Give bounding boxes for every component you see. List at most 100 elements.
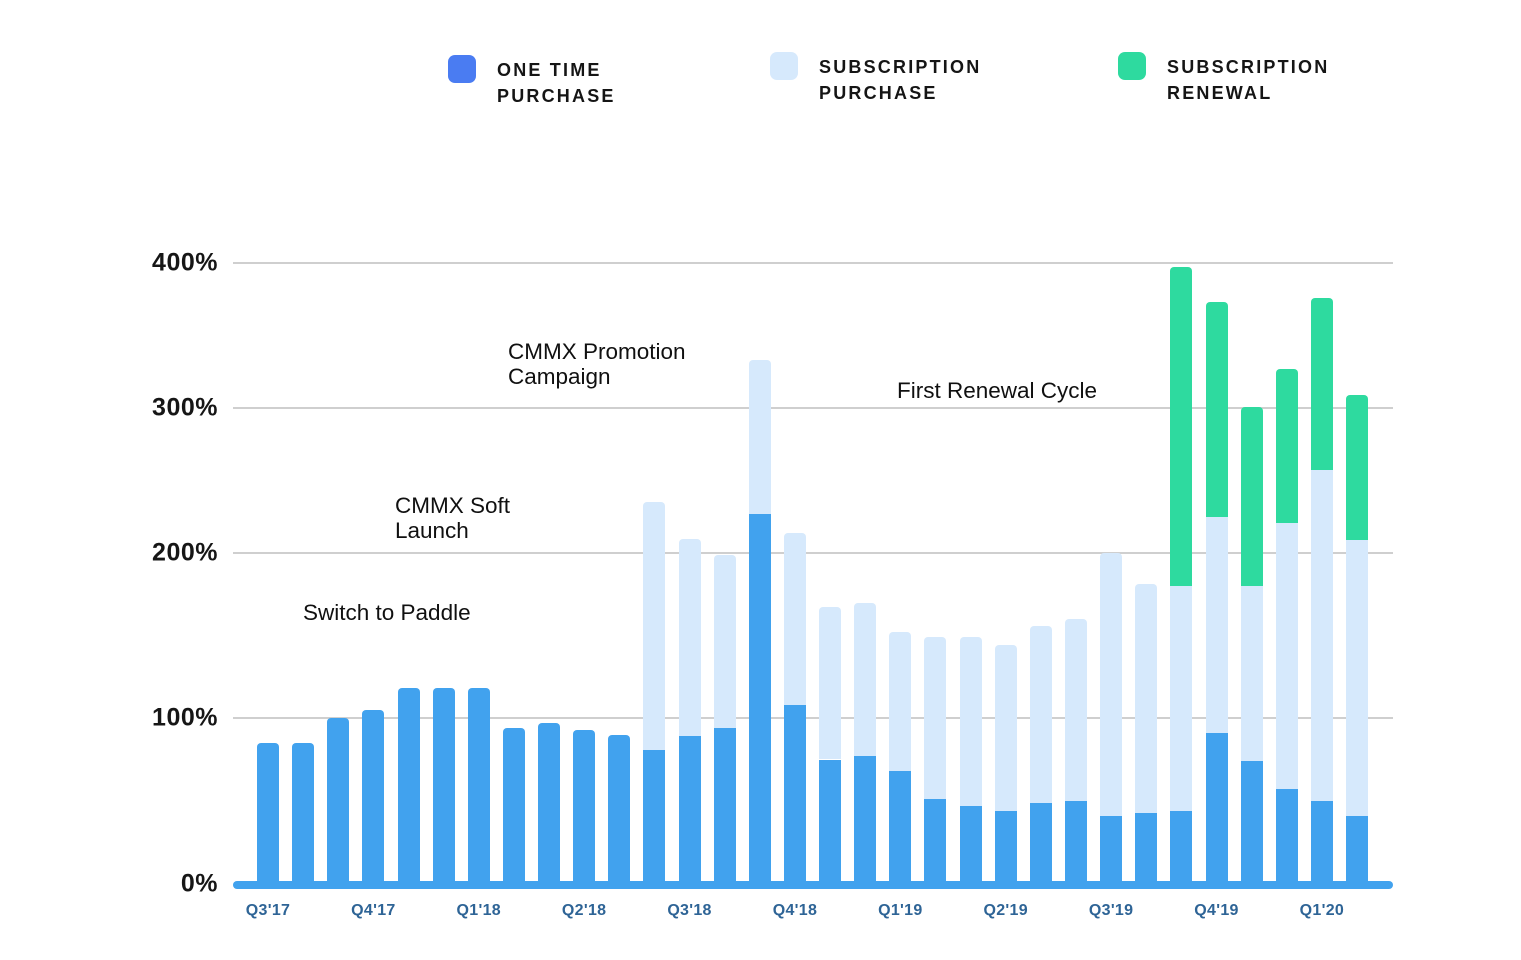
bar-segment-one-time-purchase: [573, 729, 596, 884]
bar-segment-subscription-renewal: [1170, 267, 1193, 586]
x-axis-tick-label: Q4'18: [772, 902, 818, 919]
legend-label-line2: RENEWAL: [1167, 83, 1273, 103]
chart-annotation: CMMX Promotion Campaign: [508, 339, 686, 389]
bar-segment-one-time-purchase: [1310, 801, 1333, 884]
bar-segment-subscription-purchase: [678, 538, 701, 737]
bar-segment-subscription-purchase: [748, 360, 771, 514]
bar-segment-subscription-purchase: [959, 637, 982, 806]
bar-segment-one-time-purchase: [1135, 812, 1158, 884]
bar-segment-one-time-purchase: [362, 709, 385, 884]
bar-segment-subscription-purchase: [1205, 516, 1228, 733]
bar-segment-one-time-purchase: [643, 749, 666, 884]
legend-label-line1: SUBSCRIPTION: [819, 57, 982, 77]
bar-segment-subscription-purchase: [1170, 586, 1193, 811]
bar-segment-one-time-purchase: [678, 736, 701, 884]
legend-item-subscription-renewal: SUBSCRIPTION RENEWAL: [1118, 52, 1329, 106]
bar-segment-one-time-purchase: [257, 742, 279, 884]
bar-segment-subscription-purchase: [854, 602, 877, 757]
bar-segment-one-time-purchase: [467, 688, 490, 884]
bar-segment-one-time-purchase: [819, 759, 842, 884]
bar-segment-subscription-renewal: [1275, 368, 1298, 523]
bar-segment-one-time-purchase: [889, 771, 912, 884]
bar-segment-one-time-purchase: [748, 513, 771, 884]
bar-segment-one-time-purchase: [1205, 732, 1228, 884]
bar-segment-one-time-purchase: [292, 742, 315, 884]
gridline: [233, 407, 1393, 409]
bar-segment-subscription-purchase: [889, 632, 912, 772]
x-axis-tick-label: Q4'19: [1194, 902, 1239, 919]
bar-segment-one-time-purchase: [1064, 801, 1087, 884]
bar-segment-subscription-purchase: [643, 502, 666, 750]
bar-segment-subscription-purchase: [1064, 619, 1087, 801]
y-axis-tick-label: 300%: [152, 393, 218, 422]
bar-segment-one-time-purchase: [1240, 761, 1263, 884]
bar-segment-one-time-purchase: [959, 805, 982, 884]
bar-segment-subscription-purchase: [713, 554, 736, 728]
bar-segment-one-time-purchase: [538, 722, 561, 884]
bar-segment-subscription-purchase: [924, 637, 947, 800]
legend-label-line2: PURCHASE: [497, 86, 616, 106]
x-axis-tick-label: Q1'19: [878, 902, 923, 919]
bar-segment-subscription-purchase: [1240, 586, 1263, 762]
bar-segment-one-time-purchase: [1100, 815, 1123, 884]
chart-annotation: Switch to Paddle: [303, 600, 471, 625]
gridline: [233, 717, 1393, 719]
x-axis-tick-label: Q3'18: [667, 902, 712, 919]
bar-segment-one-time-purchase: [1346, 815, 1369, 884]
bar-segment-subscription-renewal: [1205, 302, 1228, 517]
y-axis-tick-label: 100%: [152, 703, 218, 732]
x-axis-tick-label: Q2'19: [983, 902, 1028, 919]
bar-segment-one-time-purchase: [432, 688, 455, 884]
chart-annotation: CMMX Soft Launch: [395, 493, 511, 543]
y-axis-tick-label: 0%: [180, 869, 218, 898]
bar-segment-subscription-renewal: [1346, 394, 1369, 540]
gridline: [233, 552, 1393, 554]
subscription-purchase-swatch: [770, 52, 798, 80]
bar-segment-subscription-renewal: [1310, 297, 1333, 471]
bar-segment-one-time-purchase: [994, 810, 1017, 884]
bar-segment-one-time-purchase: [924, 799, 947, 884]
bar-segment-subscription-purchase: [1135, 584, 1158, 813]
x-axis-tick-label: Q1'18: [456, 902, 501, 919]
bar-segment-one-time-purchase: [783, 704, 806, 884]
bar-segment-one-time-purchase: [854, 756, 877, 884]
x-axis-tick-label: Q3'19: [1088, 902, 1134, 919]
bar-segment-subscription-purchase: [1029, 625, 1052, 803]
x-axis-tick-label: Q3'17: [245, 902, 291, 919]
bar-segment-subscription-purchase: [994, 645, 1017, 811]
legend: ONE TIME PURCHASE SUBSCRIPTION PURCHASE SU…: [0, 0, 1521, 130]
bar-segment-one-time-purchase: [713, 727, 736, 884]
one-time-purchase-swatch: [448, 55, 476, 83]
legend-item-subscription-purchase: SUBSCRIPTION PURCHASE: [770, 52, 981, 106]
bar-segment-subscription-purchase: [1346, 539, 1369, 816]
subscription-renewal-swatch: [1118, 52, 1146, 80]
bar-segment-subscription-renewal: [1240, 406, 1263, 586]
bar-segment-subscription-purchase: [1275, 522, 1298, 790]
bar-segment-subscription-purchase: [783, 532, 806, 705]
gridline: [233, 262, 1393, 264]
y-axis-tick-label: 400%: [152, 248, 218, 277]
legend-label-line1: SUBSCRIPTION: [1167, 57, 1330, 77]
bar-segment-subscription-purchase: [819, 607, 842, 760]
chart-annotation: First Renewal Cycle: [897, 378, 1098, 403]
x-axis-tick-label: Q2'18: [561, 902, 607, 919]
bar-segment-subscription-purchase: [1310, 470, 1333, 801]
x-axis-tick-label: Q1'20: [1299, 902, 1345, 919]
bar-segment-one-time-purchase: [608, 734, 631, 884]
legend-label-subscription-renewal: SUBSCRIPTION RENEWAL: [1167, 52, 1329, 106]
bar-segment-one-time-purchase: [327, 718, 350, 884]
legend-item-one-time-purchase: ONE TIME PURCHASE: [448, 55, 616, 109]
bar-segment-one-time-purchase: [1275, 789, 1298, 884]
bar-segment-one-time-purchase: [1170, 810, 1193, 884]
bar-segment-one-time-purchase: [1029, 802, 1052, 884]
legend-label-line2: PURCHASE: [819, 83, 938, 103]
bar-segment-one-time-purchase: [397, 688, 420, 884]
bar-segment-one-time-purchase: [502, 727, 525, 884]
legend-label-one-time-purchase: ONE TIME PURCHASE: [497, 55, 616, 109]
x-axis-line: [233, 881, 1393, 889]
y-axis-tick-label: 200%: [152, 538, 218, 567]
bar-segment-subscription-purchase: [1100, 553, 1123, 816]
x-axis-tick-label: Q4'17: [351, 902, 396, 919]
